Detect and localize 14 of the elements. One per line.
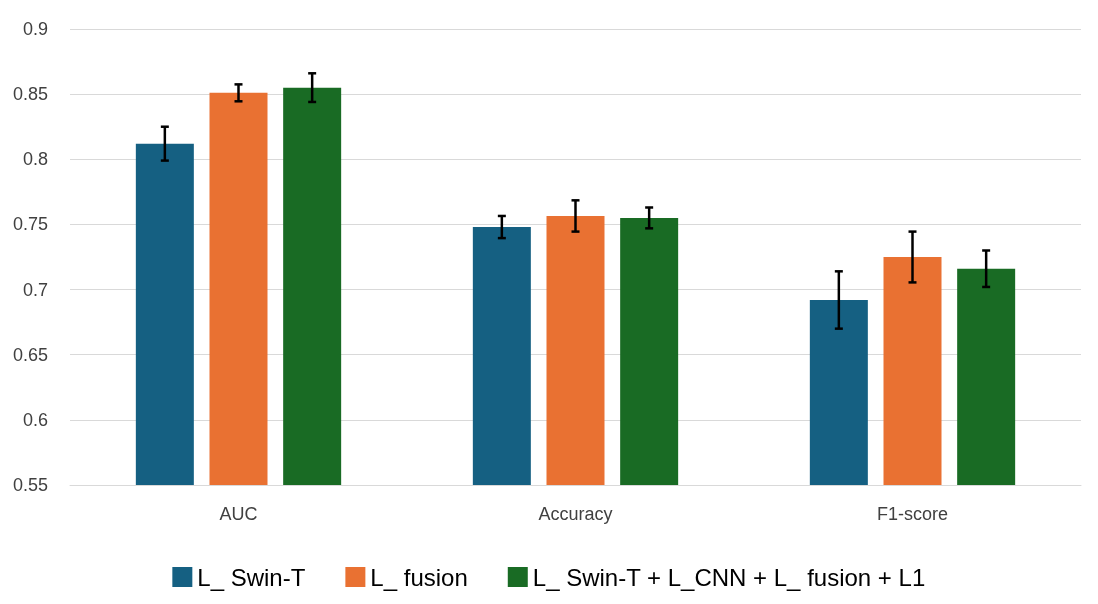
legend-label: L_ Swin-T (197, 563, 306, 591)
x-tick-label: Accuracy (538, 504, 613, 524)
legend-label: L_ fusion (370, 563, 468, 591)
y-tick-label: 0.55 (12, 475, 48, 495)
y-tick-label: 0.85 (12, 84, 48, 105)
x-tick-label: F1-score (876, 504, 949, 524)
y-tick-label: 0.8 (22, 149, 48, 170)
y-tick-label: 0.7 (22, 279, 48, 300)
y-tick-label: 0.6 (22, 409, 48, 430)
legend-label: L_ Swin-T + L_CNN + L_ fusion + L1 (532, 563, 926, 591)
y-tick-label: 0.75 (12, 214, 48, 235)
x-tick-label: AUC (219, 504, 258, 524)
y-tick-label: 0.9 (22, 19, 48, 39)
y-tick-label: 0.65 (12, 344, 48, 365)
